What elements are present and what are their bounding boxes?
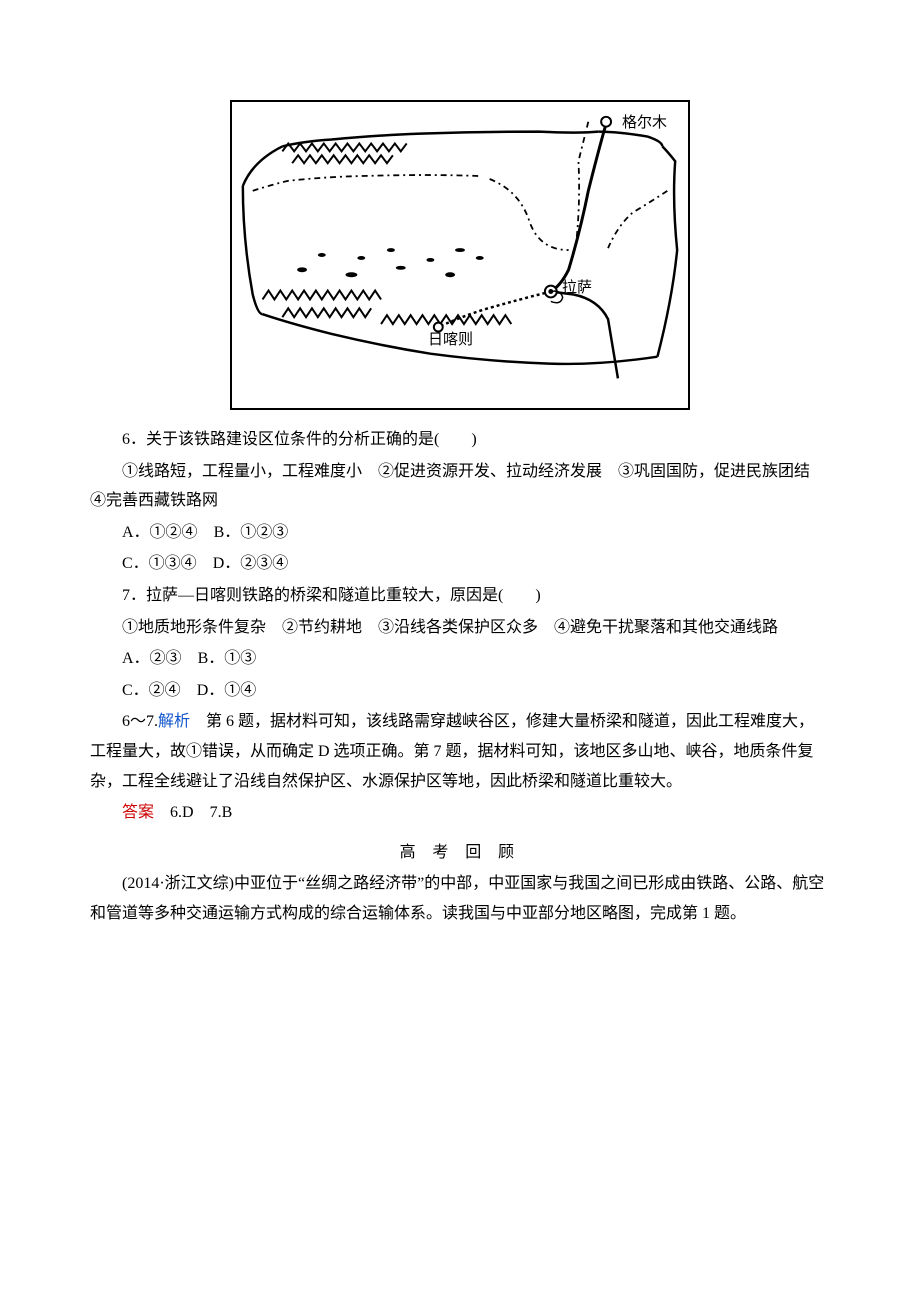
q6-row-cd: C．①③④ D．②③④	[90, 549, 830, 579]
map-svg	[232, 102, 688, 408]
q7-row-ab: A．②③ B．①③	[90, 644, 830, 674]
q6-option-c: C．①③④	[122, 555, 197, 572]
section-heading: 高 考 回 顾	[90, 838, 830, 868]
q6-row-ab: A．①②④ B．①②③	[90, 518, 830, 548]
context-paragraph: (2014·浙江文综)中亚位于“丝绸之路经济带”的中部，中亚国家与我国之间已形成…	[90, 869, 830, 928]
map-label-lasa: 拉萨	[562, 275, 592, 303]
map-label-geermu: 格尔木	[622, 110, 667, 138]
analysis-range: 6～7.	[122, 713, 158, 730]
q7-options-statements: ①地质地形条件复杂 ②节约耕地 ③沿线各类保护区众多 ④避免干扰聚落和其他交通线…	[90, 613, 830, 643]
analysis-label: 解析	[158, 713, 190, 730]
map-figure: 格尔木 拉萨 日喀则	[230, 100, 690, 410]
q7-row-cd: C．②④ D．①④	[90, 676, 830, 706]
q7-option-a: A．②③	[122, 650, 182, 667]
map-label-rikaze: 日喀则	[428, 327, 473, 355]
q6-option-a: A．①②④	[122, 524, 198, 541]
analysis-paragraph: 6～7.解析 第 6 题，据材料可知，该线路需穿越峡谷区，修建大量桥梁和隧道，因…	[90, 707, 830, 796]
q6-option-b: B．①②③	[214, 524, 289, 541]
q6-option-d: D．②③④	[213, 555, 289, 572]
analysis-text: 第 6 题，据材料可知，该线路需穿越峡谷区，修建大量桥梁和隧道，因此工程难度大，…	[90, 713, 814, 789]
answers-label: 答案	[122, 804, 154, 821]
q6-stem: 6．关于该铁路建设区位条件的分析正确的是( )	[90, 425, 830, 455]
answers-text: 6.D 7.B	[154, 804, 232, 821]
q7-stem: 7．拉萨—日喀则铁路的桥梁和隧道比重较大，原因是( )	[90, 581, 830, 611]
q7-option-d: D．①④	[197, 682, 257, 699]
q6-options-statements: ①线路短，工程量小，工程难度小 ②促进资源开发、拉动经济发展 ③巩固国防，促进民…	[90, 457, 830, 516]
q7-option-b: B．①③	[198, 650, 257, 667]
q7-option-c: C．②④	[122, 682, 181, 699]
answers-paragraph: 答案 6.D 7.B	[90, 798, 830, 828]
